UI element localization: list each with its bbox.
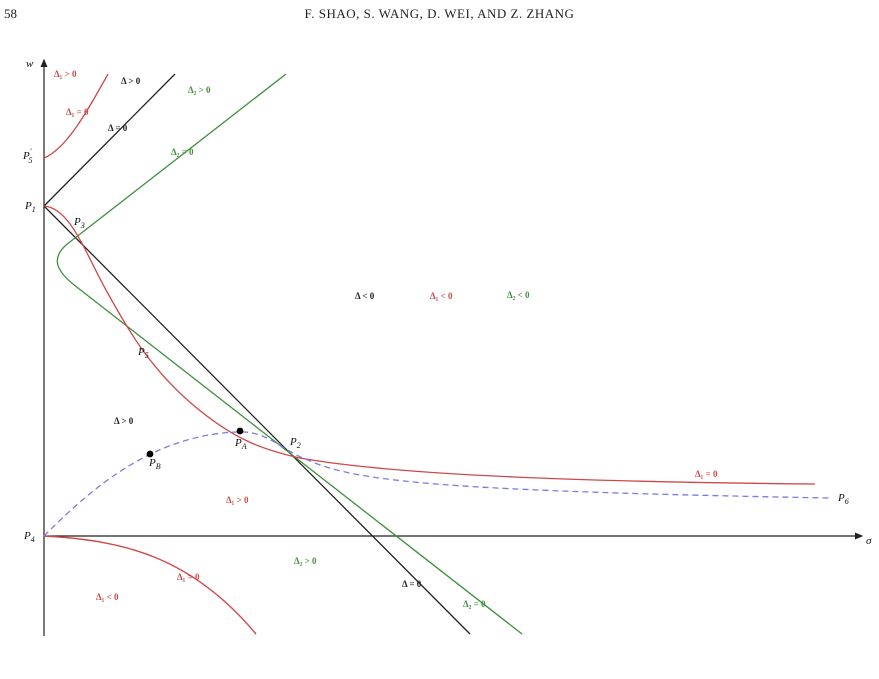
region-delta1-zero-bottom: Δ₁ = 0 — [177, 572, 200, 582]
point-p5-label: P5 — [137, 346, 149, 360]
page-header: 58 F. SHAO, S. WANG, D. WEI, AND Z. ZHAN… — [0, 0, 879, 30]
point-p2-label: P2 — [289, 436, 301, 450]
point-pb-label: PB — [148, 457, 161, 471]
point-p3-label: P3 — [73, 216, 85, 230]
point-p4-label: P4 — [23, 530, 35, 544]
region-delta-zero-top: Δ = 0 — [108, 123, 128, 133]
point-pa-label: PA — [234, 437, 247, 451]
region-delta2-positive-bottom: Δ₂ > 0 — [294, 556, 317, 566]
region-delta2-positive-top: Δ₂ > 0 — [188, 85, 211, 95]
region-delta-negative: Δ < 0 — [355, 291, 375, 301]
region-delta1-positive-top: Δ₁ > 0 — [54, 69, 77, 79]
dashed-trajectory — [43, 431, 831, 537]
sigma-axis-label: σ — [866, 535, 872, 547]
delta1-zero-curve-top — [43, 73, 109, 159]
region-delta1-zero-top: Δ₁ = 0 — [66, 107, 89, 117]
w-axis-label: w — [26, 58, 34, 70]
region-delta2-zero-top: Δ₂ = 0 — [171, 147, 194, 157]
delta-zero-line-upper — [43, 73, 176, 207]
point-p5-prime-label: P′ 5 — [22, 147, 32, 165]
region-delta1-positive-mid: Δ₁ > 0 — [226, 495, 249, 505]
region-delta-zero-bottom: Δ = 0 — [402, 579, 422, 589]
delta1-zero-curve-main — [43, 205, 816, 485]
running-head: F. SHAO, S. WANG, D. WEI, AND Z. ZHANG — [304, 6, 575, 21]
point-pa-dot — [236, 427, 244, 435]
region-delta1-negative-bottom: Δ₁ < 0 — [96, 592, 119, 602]
delta1-zero-curve-bottom — [43, 535, 257, 635]
point-p6-label: P6 — [837, 492, 849, 506]
delta2-zero-curve-lower — [56, 244, 523, 635]
region-delta-positive-left: Δ > 0 — [114, 416, 134, 426]
point-pb-dot — [146, 450, 154, 458]
region-delta1-negative: Δ₁ < 0 — [430, 291, 453, 301]
point-p1-label: P1 — [24, 200, 36, 214]
delta2-zero-line-upper — [65, 73, 287, 246]
delta-zero-line-lower — [43, 205, 471, 635]
region-delta2-zero-bottom: Δ₂ = 0 — [463, 599, 486, 609]
region-delta-positive-top: Δ > 0 — [121, 76, 141, 86]
region-delta2-negative: Δ₂ < 0 — [507, 290, 530, 300]
region-delta1-zero-right: Δ₁ = 0 — [695, 469, 718, 479]
page-number: 58 — [4, 6, 17, 21]
